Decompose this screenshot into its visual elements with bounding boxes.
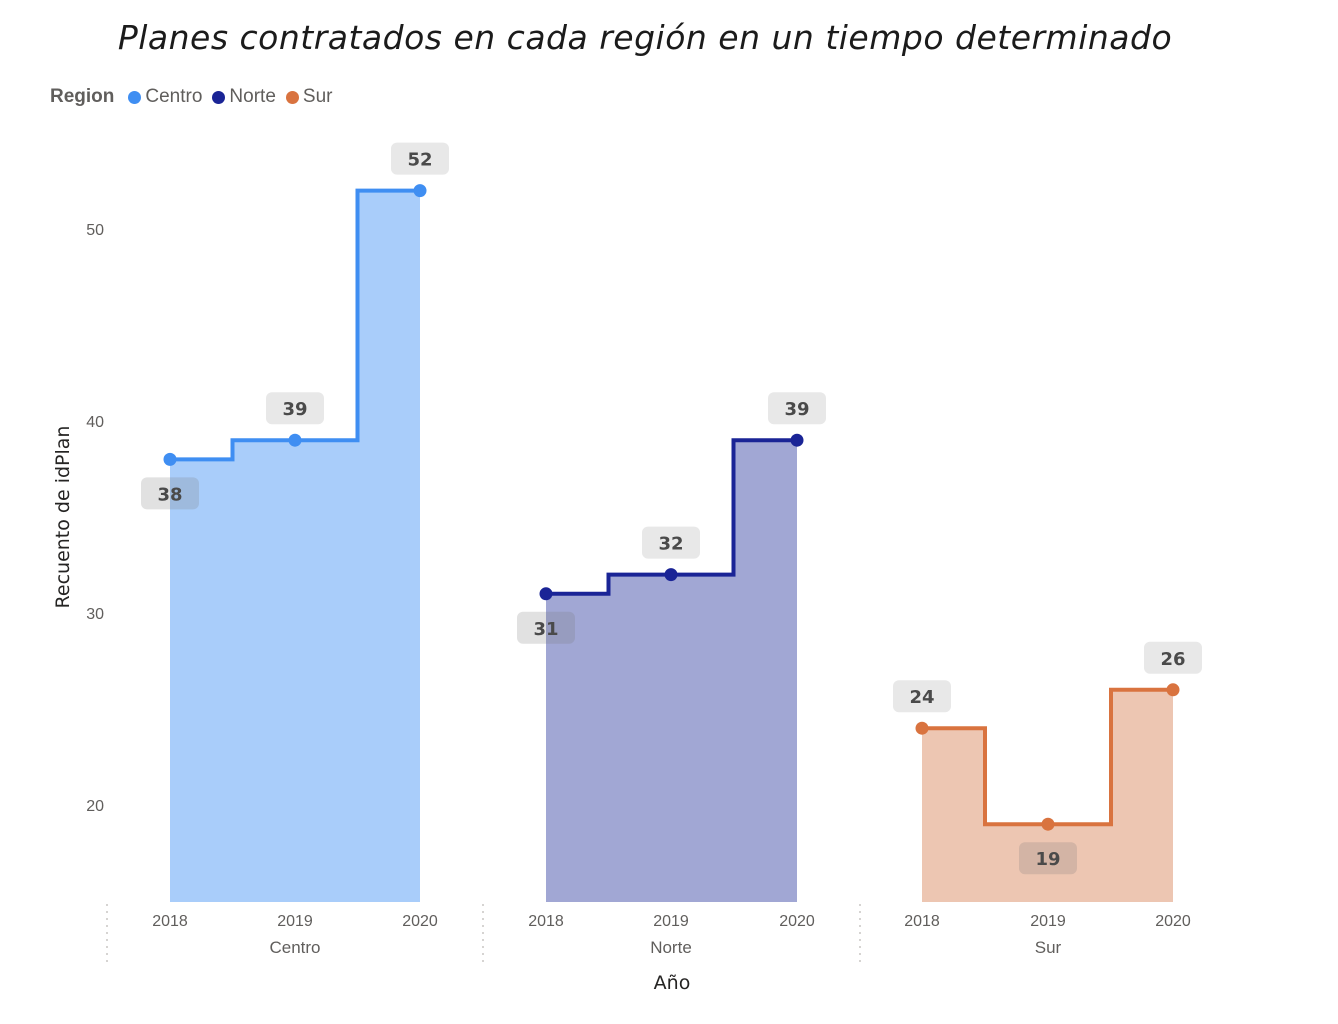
group-label-sur: Sur: [1035, 938, 1062, 957]
area-fill-centro: [170, 190, 420, 903]
data-point[interactable]: [288, 433, 302, 447]
data-point[interactable]: [539, 587, 553, 601]
data-point[interactable]: [413, 184, 427, 198]
x-tick-label: 2020: [1155, 913, 1191, 930]
x-tick-label: 2019: [653, 913, 689, 930]
data-point[interactable]: [163, 452, 177, 466]
data-label-box: [1144, 641, 1202, 674]
data-label: 39: [282, 399, 307, 420]
legend-item-centro[interactable]: Centro: [128, 86, 202, 108]
data-label-box: [266, 392, 324, 425]
data-label: 24: [909, 687, 934, 708]
group-label-norte: Norte: [650, 938, 692, 957]
x-tick-label: 2018: [528, 913, 564, 930]
data-label: 19: [1035, 849, 1060, 870]
legend-item-sur[interactable]: Sur: [285, 86, 333, 108]
data-point[interactable]: [1166, 683, 1180, 697]
legend-item-norte[interactable]: Norte: [212, 86, 276, 108]
x-tick-label: 2018: [152, 913, 188, 930]
x-tick-label: 2019: [1030, 913, 1066, 930]
data-point[interactable]: [1041, 817, 1055, 831]
data-label: 38: [157, 484, 182, 505]
data-point[interactable]: [790, 433, 804, 447]
legend-dot-sur-icon: [285, 90, 299, 104]
data-label-box: [517, 611, 575, 644]
data-label-box: [893, 680, 951, 713]
x-tick-label: 2020: [402, 913, 438, 930]
data-label-box: [642, 526, 700, 559]
data-label-box: [391, 142, 449, 175]
legend: Region Centro Norte Sur: [50, 85, 342, 109]
data-label-box: [768, 392, 826, 425]
data-label: 52: [407, 150, 432, 171]
legend-dot-norte-icon: [212, 90, 226, 104]
x-tick-label: 2019: [277, 913, 313, 930]
x-tick-label: 2020: [779, 913, 815, 930]
data-point[interactable]: [915, 721, 929, 735]
legend-label-centro: Centro: [145, 86, 203, 107]
area-fill-norte: [546, 440, 797, 902]
data-label: 32: [658, 534, 683, 555]
y-tick-label: 30: [86, 606, 104, 623]
legend-title: Region: [50, 86, 115, 107]
x-axis-title: Año: [654, 972, 691, 994]
legend-label-norte: Norte: [229, 86, 276, 107]
data-label: 39: [784, 399, 809, 420]
x-tick-label: 2018: [904, 913, 940, 930]
y-tick-label: 40: [86, 414, 104, 431]
legend-label-sur: Sur: [302, 86, 333, 107]
data-label: 31: [533, 619, 558, 640]
y-axis-title: Recuento de idPlan: [52, 426, 74, 609]
legend-dot-centro-icon: [128, 90, 142, 104]
y-tick-label: 50: [86, 222, 104, 239]
chart-title: Planes contratados en cada región en un …: [117, 18, 1173, 57]
data-label: 26: [1160, 649, 1185, 670]
data-label-box: [141, 477, 199, 510]
group-label-centro: Centro: [269, 938, 320, 957]
data-point[interactable]: [664, 568, 678, 582]
y-tick-label: 20: [86, 798, 104, 815]
data-label-box: [1019, 842, 1077, 875]
